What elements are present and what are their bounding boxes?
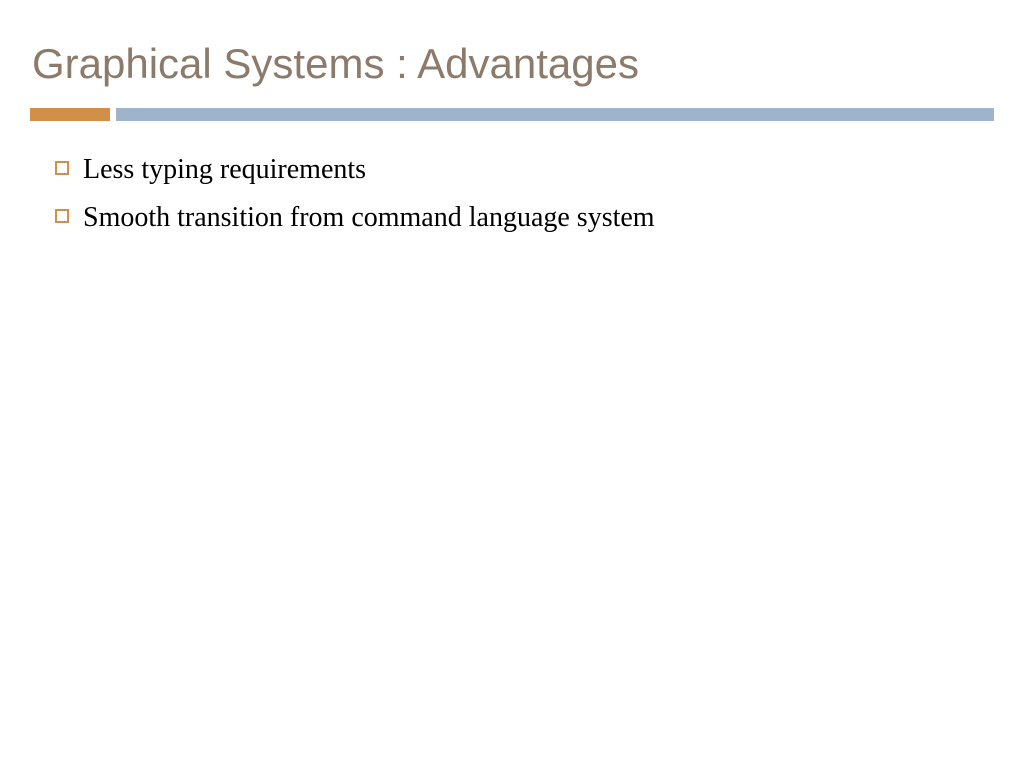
bullet-text: Less typing requirements: [83, 151, 366, 189]
divider-main: [116, 108, 994, 121]
slide-title: Graphical Systems : Advantages: [30, 40, 994, 88]
bullet-text: Smooth transition from command language …: [83, 199, 655, 237]
divider-bar: [30, 108, 994, 121]
divider-accent: [30, 108, 110, 121]
square-bullet-icon: [55, 209, 69, 223]
list-item: Less typing requirements: [55, 151, 994, 189]
presentation-slide: Graphical Systems : Advantages Less typi…: [0, 0, 1024, 768]
square-bullet-icon: [55, 161, 69, 175]
list-item: Smooth transition from command language …: [55, 199, 994, 237]
slide-content: Less typing requirements Smooth transiti…: [30, 151, 994, 237]
